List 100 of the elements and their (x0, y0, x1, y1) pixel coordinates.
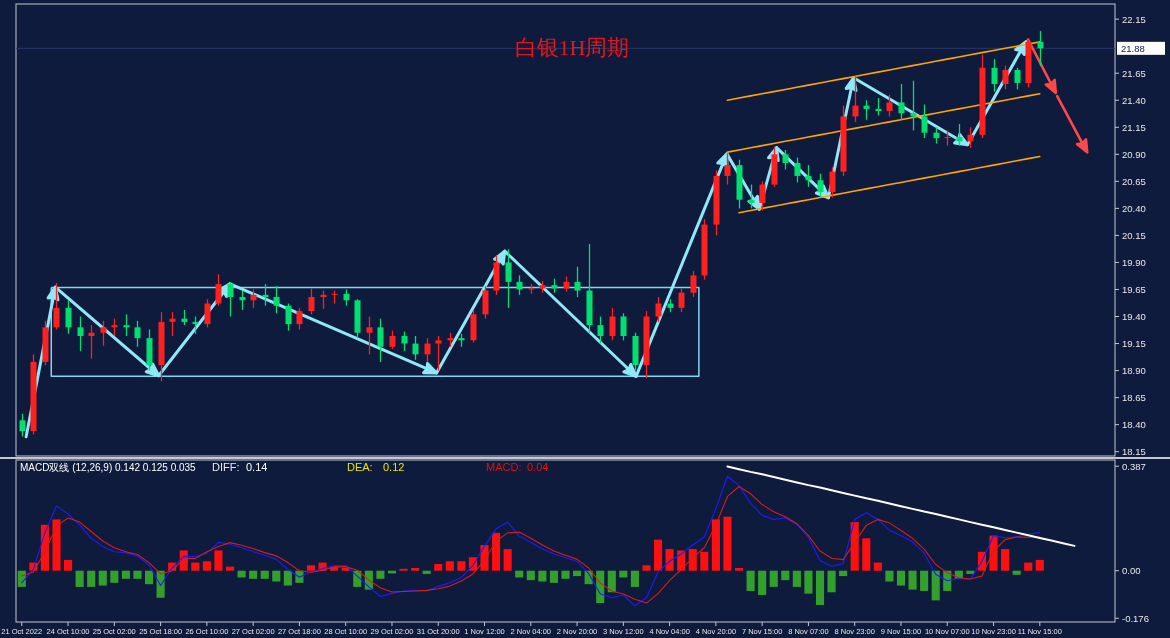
candlestick (748, 183, 755, 210)
candlestick (794, 156, 801, 184)
y-tick-label: 20.40 (1122, 202, 1146, 214)
candlestick (805, 164, 812, 188)
y-tick-label: 22.15 (1122, 13, 1146, 25)
bar (711, 519, 720, 571)
candlestick (921, 103, 928, 139)
candlestick (678, 287, 685, 313)
bar (873, 562, 882, 571)
y-tick-label: 21.40 (1122, 94, 1146, 106)
candlestick (19, 413, 26, 438)
bar (249, 570, 258, 579)
candlestick (829, 166, 836, 199)
candlestick (389, 329, 396, 350)
candlestick (690, 270, 697, 298)
y-tick-label: 20.65 (1122, 175, 1146, 187)
candlestick (169, 311, 176, 337)
annotation: DEA: (347, 461, 373, 473)
ref-line-label: 21.88 (1121, 42, 1145, 54)
line-series (726, 465, 1076, 547)
bar (607, 570, 616, 593)
bar (445, 561, 454, 571)
bar (896, 570, 906, 586)
candlestick (956, 123, 963, 147)
candlestick (620, 312, 627, 341)
bar (422, 570, 431, 574)
bar (75, 570, 84, 587)
bar (191, 562, 200, 571)
candlestick (204, 298, 211, 328)
annotation: MACD: (486, 461, 522, 473)
bar (839, 570, 848, 577)
bar (214, 550, 223, 571)
candlestick (250, 288, 257, 309)
candlestick (482, 285, 489, 320)
bar (121, 570, 130, 579)
y-tick-label: 18.15 (1122, 446, 1146, 458)
bar (758, 570, 767, 595)
candlestick (424, 337, 431, 363)
bar (1012, 570, 1021, 575)
candlestick (852, 75, 859, 123)
bar (630, 570, 639, 587)
bar (908, 570, 917, 590)
candlestick (296, 307, 303, 331)
bar (654, 539, 663, 571)
candlestick (724, 152, 731, 186)
bar (225, 566, 235, 571)
candlestick (1014, 67, 1021, 91)
bar (734, 568, 744, 571)
line-series (738, 155, 1041, 214)
bar (746, 570, 755, 591)
annotation: MACD双线 (12,26,9) 0.142 0.125 0.035 (20, 462, 197, 473)
bar (1035, 559, 1044, 571)
candlestick (655, 296, 662, 323)
bar (411, 568, 420, 571)
y-tick-label: 19.15 (1122, 338, 1146, 350)
candlestick (505, 248, 512, 309)
candlestick (320, 289, 327, 310)
annotation: 0.04 (527, 461, 549, 473)
y-tick-label: 0.387 (1122, 460, 1146, 472)
bar (144, 570, 154, 585)
candlestick (215, 273, 222, 307)
candlestick (574, 266, 581, 298)
bar (492, 532, 501, 571)
y-tick-label: 19.90 (1122, 256, 1146, 268)
bar (538, 570, 547, 582)
candlestick (782, 149, 789, 171)
bar (306, 565, 316, 571)
y-tick-label: 19.65 (1122, 283, 1146, 295)
bar (87, 570, 96, 587)
y-tick-label: 18.65 (1122, 392, 1146, 404)
text: 白银1H周期 (514, 35, 630, 60)
bar (283, 570, 292, 586)
y-tick-label: 20.90 (1122, 148, 1146, 160)
candlestick (863, 99, 870, 121)
candlestick (308, 287, 315, 315)
candlestick (239, 289, 246, 311)
candlestick (366, 315, 373, 355)
bar (52, 519, 61, 571)
bar (260, 570, 269, 579)
candlestick (273, 285, 280, 314)
candlestick (898, 83, 905, 121)
bar (815, 570, 825, 605)
bar (561, 570, 570, 579)
candlestick (377, 318, 384, 363)
y-tick-label: 18.90 (1122, 365, 1146, 377)
candlestick (967, 126, 974, 149)
bar (110, 570, 119, 583)
candlestick (134, 320, 141, 348)
bar (700, 551, 709, 571)
candlestick (401, 331, 408, 352)
bar (1001, 549, 1010, 571)
candlestick (817, 173, 824, 199)
bar (723, 516, 732, 571)
candlestick (123, 313, 130, 337)
bar (526, 570, 535, 581)
bar (920, 570, 929, 591)
candlestick (88, 324, 95, 360)
bar (503, 549, 512, 571)
bar (376, 570, 385, 579)
candlestick (597, 315, 604, 345)
